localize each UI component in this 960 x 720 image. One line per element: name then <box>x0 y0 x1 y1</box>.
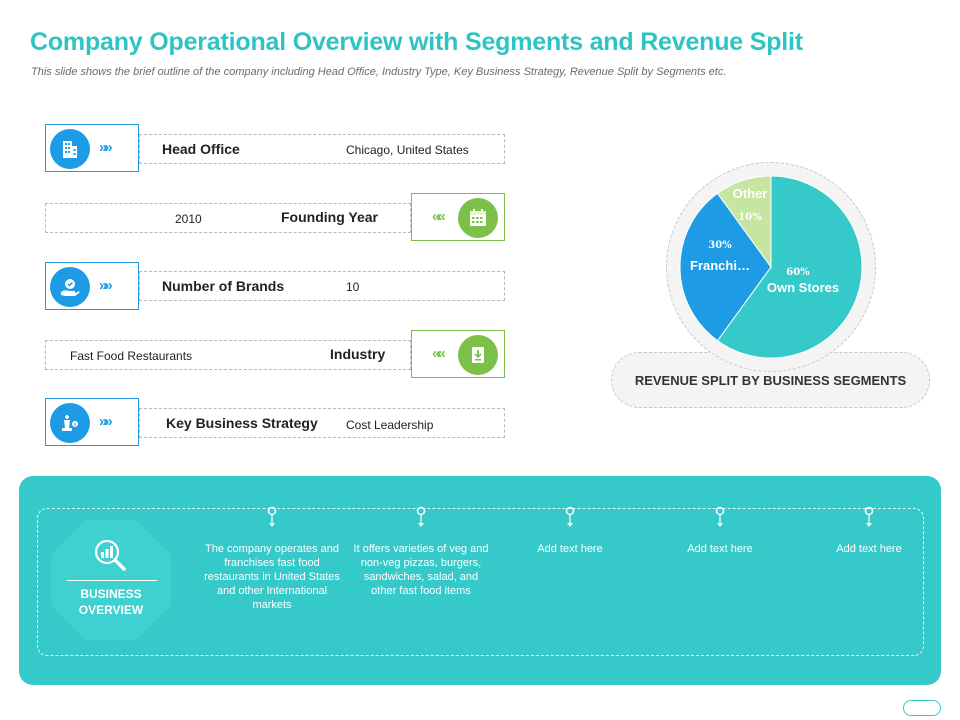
head-office-value: Chicago, United States <box>346 143 469 157</box>
chevron-right-icon: »» <box>99 139 113 156</box>
magnifier-chart-icon <box>94 539 126 571</box>
strategy-icon-box: $ »» <box>45 398 139 446</box>
pie-category-label: Franchi… <box>690 258 750 273</box>
heading-line-1: BUSINESS <box>80 587 142 601</box>
overview-column-5: Add text here <box>836 543 902 555</box>
page-subtitle: This slide shows the brief outline of th… <box>31 66 727 78</box>
strategy-label: Key Business Strategy <box>166 415 318 431</box>
badge-divider <box>67 580 157 581</box>
revenue-pie-chart: 60% Own Stores 30% Franchi… 10% Other <box>679 175 863 359</box>
chess-king-icon: $ <box>50 403 90 443</box>
pin-marker-icon <box>864 506 874 527</box>
chevron-right-icon: »» <box>99 277 113 294</box>
number-of-brands-label: Number of Brands <box>162 278 285 294</box>
overview-column-1: The company operates and franchises fast… <box>204 543 340 611</box>
industry-value: Fast Food Restaurants <box>70 349 193 363</box>
chevron-left-icon: «« <box>432 345 446 362</box>
pin-marker-icon <box>267 506 277 527</box>
business-overview-panel <box>19 476 941 685</box>
number-of-brands-row <box>139 271 505 301</box>
industry-label: Industry <box>330 346 386 362</box>
hand-badge-icon <box>50 267 90 307</box>
pie-slice-own-stores <box>716 175 863 359</box>
head-office-icon-box: »» <box>45 124 139 172</box>
founding-year-row <box>45 203 411 233</box>
building-icon <box>50 129 90 169</box>
svg-text:$: $ <box>74 422 77 428</box>
pin-marker-icon <box>715 506 725 527</box>
pie-category-label: Own Stores <box>767 280 839 295</box>
pie-category-label: Other <box>733 186 768 201</box>
head-office-label: Head Office <box>162 141 240 157</box>
number-of-brands-value: 10 <box>346 280 360 294</box>
chevron-right-icon: »» <box>99 413 113 430</box>
overview-column-2: It offers varieties of veg and non-veg p… <box>353 543 489 597</box>
industry-icon-box: «« <box>411 330 505 378</box>
business-overview-frame <box>37 508 924 656</box>
pin-marker-icon <box>565 506 575 527</box>
founding-year-label: Founding Year <box>281 209 378 225</box>
calendar-icon <box>458 198 498 238</box>
pie-slice-franchi <box>679 192 772 342</box>
heading-line-2: OVERVIEW <box>78 603 144 617</box>
strategy-value: Cost Leadership <box>346 418 434 432</box>
pie-slice-other <box>716 175 772 269</box>
chevron-left-icon: «« <box>432 208 446 225</box>
pie-percent-label: 30% <box>708 240 732 251</box>
head-office-row <box>139 134 505 164</box>
strategy-row <box>139 408 505 438</box>
business-overview-heading: BUSINESS OVERVIEW <box>55 586 167 618</box>
overview-column-4: Add text here <box>687 543 753 555</box>
corner-pill-decoration <box>903 700 941 716</box>
pin-marker-icon <box>416 506 426 527</box>
document-icon <box>458 335 498 375</box>
founding-year-icon-box: «« <box>411 193 505 241</box>
page-title: Company Operational Overview with Segmen… <box>30 28 803 56</box>
pie-percent-label: 60% <box>786 267 810 278</box>
pie-percent-label: 10% <box>738 212 762 223</box>
overview-column-3: Add text here <box>537 543 603 555</box>
number-of-brands-icon-box: »» <box>45 262 139 310</box>
founding-year-value: 2010 <box>175 212 202 226</box>
industry-row <box>45 340 411 370</box>
